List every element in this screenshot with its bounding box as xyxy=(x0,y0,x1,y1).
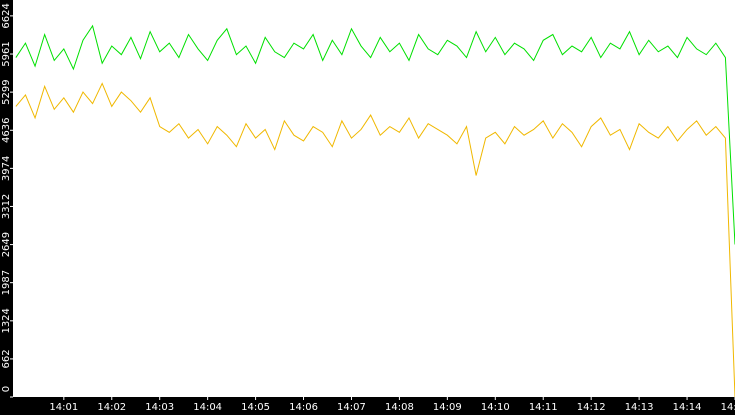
y-axis-band xyxy=(0,0,13,415)
y-tick-label: 0 xyxy=(1,386,12,392)
y-tick-label: 3312 xyxy=(1,194,12,219)
y-tick-label: 4636 xyxy=(1,118,12,143)
y-tick-label: 5299 xyxy=(1,79,12,104)
x-tick-label: 14:10 xyxy=(481,402,510,413)
y-tick-label: 2649 xyxy=(1,232,12,257)
y-tick-label: 662 xyxy=(1,349,12,368)
x-tick-label: 14:06 xyxy=(289,402,318,413)
y-tick-label: 3974 xyxy=(1,156,12,181)
x-tick-label: 14:03 xyxy=(145,402,174,413)
x-tick-label: 14:15 xyxy=(721,402,735,413)
x-tick-label: 14:07 xyxy=(337,402,366,413)
y-tick-label: 1324 xyxy=(1,308,12,333)
x-tick-label: 14:14 xyxy=(673,402,702,413)
x-tick-label: 14:12 xyxy=(577,402,606,413)
x-tick-label: 14:05 xyxy=(241,402,270,413)
x-tick-label: 14:13 xyxy=(625,402,654,413)
series-line xyxy=(15,82,735,398)
x-tick-label: 14:08 xyxy=(385,402,414,413)
x-tick-label: 14:11 xyxy=(529,402,558,413)
x-tick-label: 14:04 xyxy=(193,402,222,413)
y-tick-label: 6624 xyxy=(1,3,12,28)
x-tick-label: 14:09 xyxy=(433,402,462,413)
series-line xyxy=(15,24,735,245)
y-tick-label: 5961 xyxy=(1,41,12,66)
y-tick-label: 1987 xyxy=(1,270,12,295)
plot-area xyxy=(13,0,735,397)
x-tick-label: 14:01 xyxy=(49,402,78,413)
x-axis-band xyxy=(0,397,735,415)
x-tick-label: 14:02 xyxy=(97,402,126,413)
